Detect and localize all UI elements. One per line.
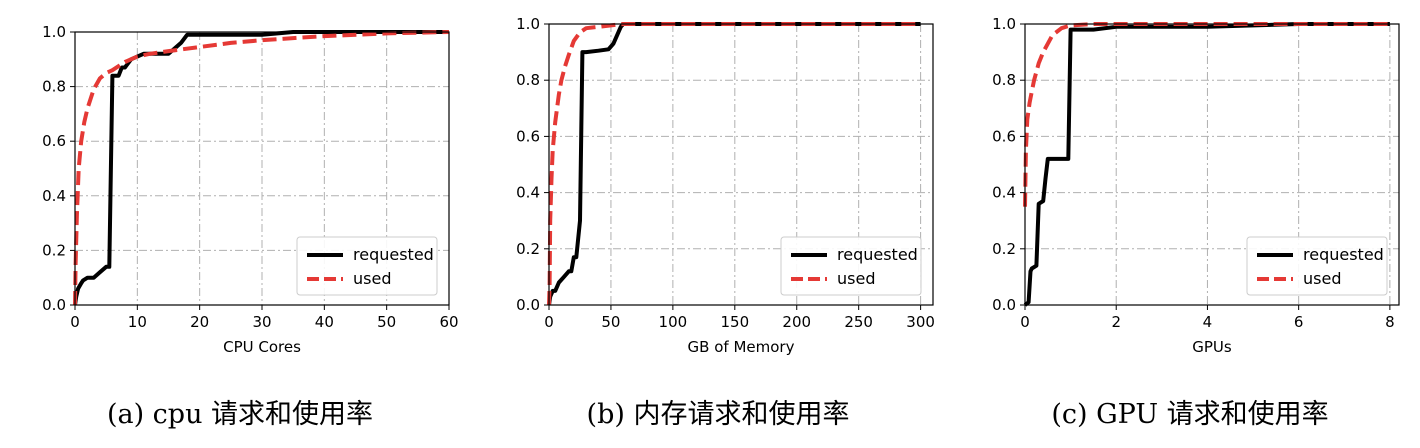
x-tick-label: 30 (252, 313, 271, 331)
y-tick-label: 0.8 (516, 71, 540, 89)
legend-label-used: used (353, 269, 391, 288)
y-tick-label: 0.0 (516, 296, 540, 314)
y-tick-label: 0.6 (42, 132, 66, 150)
x-tick-label: 50 (377, 313, 396, 331)
x-axis-label: GPUs (1192, 338, 1232, 356)
x-axis-label: GB of Memory (688, 338, 795, 356)
legend-label-requested: requested (353, 245, 434, 264)
y-tick-label: 0.2 (42, 241, 66, 259)
y-tick-label: 1.0 (516, 15, 540, 33)
x-tick-label: 0 (544, 313, 554, 331)
x-tick-label: 50 (601, 313, 620, 331)
legend-label-requested: requested (1303, 245, 1384, 264)
y-tick-label: 1.0 (42, 23, 66, 41)
series-line-requested (1023, 22, 1390, 307)
x-tick-label: 4 (1203, 313, 1213, 331)
legend: requested used (780, 236, 922, 296)
legend-label-requested: requested (837, 245, 918, 264)
x-tick-label: 20 (190, 313, 209, 331)
y-tick-label: 0.6 (992, 127, 1016, 145)
plot-frame (548, 23, 934, 306)
x-tick-label: 0 (1020, 313, 1030, 331)
y-tick-label: 0.4 (516, 184, 540, 202)
x-tick-label: 100 (659, 313, 688, 331)
y-tick-label: 0.4 (992, 184, 1016, 202)
legend: requested used (1246, 236, 1388, 296)
x-tick-label: 150 (720, 313, 749, 331)
y-tick-label: 1.0 (992, 15, 1016, 33)
x-tick-label: 6 (1294, 313, 1304, 331)
y-tick-label: 0.6 (516, 127, 540, 145)
x-tick-label: 0 (70, 313, 80, 331)
legend-label-used: used (837, 269, 875, 288)
x-tick-label: 60 (439, 313, 458, 331)
y-tick-label: 0.4 (42, 187, 66, 205)
subfigure-caption: (a) cpu 请求和使用率 (107, 399, 373, 430)
legend-label-used: used (1303, 269, 1341, 288)
x-tick-label: 10 (128, 313, 147, 331)
subfigure-caption: (b) 内存请求和使用率 (587, 399, 850, 430)
series-line-used (73, 30, 450, 306)
subfigure-caption: (c) GPU 请求和使用率 (1051, 399, 1328, 430)
chart-panel-1: 0 10 20 30 40 50 60 0.0 0.2 0.4 0.6 0.8 1.0 CPU Cores… (42, 23, 458, 430)
x-tick-label: 300 (906, 313, 935, 331)
legend: requested used (296, 236, 438, 296)
x-tick-label: 8 (1385, 313, 1395, 331)
y-tick-label: 0.0 (992, 296, 1016, 314)
y-tick-label: 0.8 (992, 71, 1016, 89)
x-axis-label: CPU Cores (223, 338, 301, 356)
chart-panel-3: 0 2 4 6 8 0.0 0.2 0.4 0.6 0.8 1.0 GPUs requested used… (992, 15, 1400, 430)
chart-panel-2: 0 50 100 150 200 250 300 0.0 0.2 0.4 0.6 0.8 1.0 GB o… (516, 15, 935, 430)
y-tick-label: 0.8 (42, 78, 66, 96)
x-tick-label: 2 (1111, 313, 1121, 331)
x-tick-label: 40 (315, 313, 334, 331)
x-tick-label: 250 (844, 313, 873, 331)
y-tick-label: 0.2 (992, 240, 1016, 258)
y-tick-label: 0.0 (42, 296, 66, 314)
y-tick-label: 0.2 (516, 240, 540, 258)
plot-frame (1024, 23, 1400, 306)
x-tick-label: 200 (782, 313, 811, 331)
